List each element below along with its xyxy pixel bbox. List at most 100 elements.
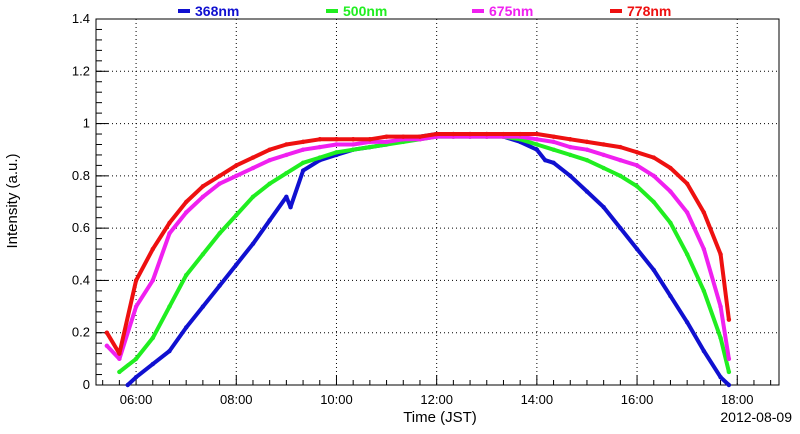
data-point	[718, 335, 723, 341]
data-point	[634, 184, 640, 189]
data-point	[701, 246, 707, 252]
data-point	[668, 220, 673, 226]
grid	[96, 19, 779, 385]
data-point	[551, 160, 556, 165]
data-point	[718, 374, 723, 380]
data-point	[467, 131, 473, 137]
legend-label: 500nm	[343, 3, 387, 19]
data-point	[267, 157, 272, 163]
x-tick-label: 10:00	[320, 392, 353, 407]
data-point	[200, 184, 206, 189]
data-point	[167, 231, 172, 236]
data-point	[668, 189, 673, 194]
data-point	[234, 163, 239, 168]
data-point	[217, 283, 222, 288]
data-point	[568, 137, 573, 142]
data-point	[317, 155, 322, 160]
data-point	[284, 142, 289, 147]
data-point	[534, 147, 540, 152]
data-point	[601, 165, 606, 171]
y-tick-label: 1.2	[72, 63, 90, 78]
data-point	[584, 139, 590, 145]
data-point	[284, 152, 289, 158]
x-tick-label: 18:00	[721, 392, 754, 407]
data-point	[317, 144, 322, 150]
data-point	[668, 293, 673, 299]
data-point	[300, 139, 306, 145]
data-point	[534, 131, 540, 137]
data-point	[651, 199, 656, 205]
x-tick-label: 12:00	[420, 392, 453, 407]
data-point	[726, 356, 732, 362]
data-point	[183, 273, 189, 278]
data-point	[584, 147, 590, 152]
axis-ticks: 06:00 08:00 10:00 12:00 14:00 16:00 18:00 0 0.2 0…	[72, 11, 772, 407]
data-point	[150, 278, 155, 283]
data-point	[618, 144, 623, 150]
data-point	[150, 246, 155, 252]
series-778nm	[104, 131, 732, 356]
data-point	[117, 369, 122, 375]
data-point	[284, 171, 289, 176]
data-point	[267, 181, 272, 186]
data-marks	[104, 131, 732, 388]
data-point	[234, 173, 239, 179]
data-point	[718, 252, 723, 257]
data-point	[300, 168, 306, 173]
data-point	[534, 137, 540, 142]
data-point	[217, 181, 222, 186]
data-point	[551, 134, 556, 139]
data-point	[451, 131, 456, 137]
data-point	[217, 173, 222, 179]
data-point	[634, 150, 640, 155]
data-point	[543, 157, 548, 163]
data-point	[501, 131, 506, 137]
data-point	[584, 157, 590, 163]
y-axis-title: Intensity (a.u.)	[4, 153, 21, 248]
data-point	[167, 304, 172, 309]
data-point	[401, 134, 406, 139]
data-point	[726, 317, 732, 322]
data-point	[551, 147, 556, 152]
data-point	[384, 134, 389, 139]
data-point	[250, 194, 256, 199]
data-point	[350, 147, 356, 152]
data-point	[367, 144, 373, 150]
data-point	[133, 304, 139, 309]
data-point	[534, 142, 540, 147]
data-point	[250, 165, 256, 171]
data-point	[651, 173, 656, 179]
data-point	[568, 144, 573, 150]
y-tick-label: 0	[83, 377, 90, 392]
data-point	[133, 356, 139, 362]
y-tick-label: 0.8	[72, 168, 90, 183]
data-point	[434, 131, 439, 137]
y-tick-label: 0.2	[72, 325, 90, 340]
data-point	[267, 147, 272, 152]
data-point	[317, 137, 322, 142]
data-point	[651, 267, 656, 273]
data-point	[551, 139, 556, 145]
data-point	[601, 142, 606, 147]
series-368nm	[125, 131, 732, 388]
data-point	[334, 142, 339, 147]
data-point	[601, 205, 606, 210]
data-point	[367, 137, 373, 142]
data-point	[104, 330, 110, 335]
legend: 368nm 500nm 675nm 778nm	[178, 3, 671, 19]
data-point	[384, 139, 389, 145]
data-point	[183, 199, 189, 205]
data-point	[250, 241, 256, 247]
data-point	[300, 147, 306, 152]
data-point	[350, 142, 356, 147]
y-tick-label: 0.4	[72, 272, 90, 287]
data-point	[584, 189, 590, 194]
data-point	[684, 320, 690, 325]
data-point	[117, 351, 122, 356]
data-point	[167, 348, 172, 354]
data-point	[718, 304, 723, 309]
data-point	[300, 160, 306, 165]
data-point	[167, 220, 172, 226]
data-point	[726, 369, 732, 375]
data-point	[417, 134, 423, 139]
